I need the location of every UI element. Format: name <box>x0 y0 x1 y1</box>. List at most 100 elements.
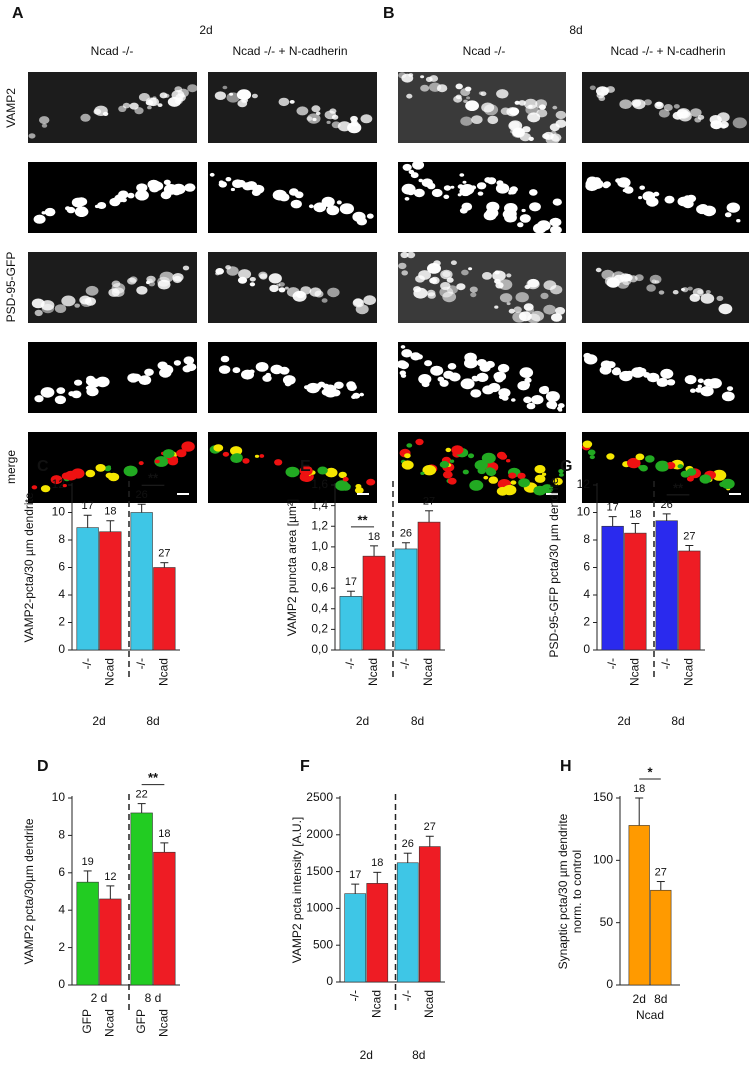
puncta <box>708 378 722 389</box>
puncta <box>138 461 144 466</box>
puncta <box>329 108 337 114</box>
x-tick-label: Ncad <box>157 658 171 686</box>
puncta <box>486 468 497 477</box>
y-tick-label: 8 <box>583 532 590 546</box>
puncta <box>459 173 465 177</box>
y-tick-label: 12 <box>577 477 591 491</box>
puncta <box>65 206 71 211</box>
bar <box>650 889 672 986</box>
puncta <box>259 454 265 458</box>
puncta <box>172 275 182 284</box>
puncta <box>420 75 425 79</box>
puncta <box>327 287 340 298</box>
puncta <box>162 449 175 459</box>
puncta <box>654 101 664 110</box>
puncta <box>95 376 110 388</box>
bar <box>99 531 122 651</box>
puncta <box>323 387 338 398</box>
puncta <box>732 117 747 129</box>
puncta <box>617 177 631 188</box>
puncta <box>418 374 432 385</box>
group-label: 8d <box>412 1048 425 1062</box>
puncta <box>80 298 93 307</box>
puncta <box>231 453 243 462</box>
puncta <box>709 115 722 125</box>
puncta <box>232 367 241 374</box>
puncta <box>471 115 483 124</box>
y-tick-label: 0,4 <box>311 601 328 615</box>
puncta <box>420 471 425 475</box>
puncta <box>684 375 697 385</box>
puncta <box>635 453 645 461</box>
n-label: 18 <box>629 508 641 520</box>
puncta <box>104 465 112 472</box>
puncta <box>523 396 532 404</box>
puncta <box>519 367 534 378</box>
puncta <box>463 99 468 104</box>
puncta <box>470 185 477 190</box>
puncta <box>415 275 425 283</box>
puncta <box>470 389 482 398</box>
puncta <box>495 183 510 194</box>
puncta <box>427 292 436 299</box>
bar <box>153 567 176 651</box>
puncta <box>439 460 450 469</box>
puncta <box>401 460 414 470</box>
puncta <box>712 469 727 481</box>
y-tick-label: 0 <box>606 977 613 991</box>
puncta <box>474 460 488 471</box>
x-tick-label: -/- <box>134 658 148 669</box>
puncta <box>686 194 697 203</box>
puncta <box>632 99 646 110</box>
puncta <box>278 97 290 107</box>
puncta <box>366 213 374 219</box>
puncta <box>241 97 248 103</box>
puncta <box>340 207 347 212</box>
puncta <box>306 116 313 121</box>
y-tick-label: 4 <box>58 902 65 916</box>
n-label: 18 <box>368 531 380 543</box>
puncta <box>284 286 289 290</box>
puncta <box>639 464 648 472</box>
puncta <box>643 372 651 378</box>
group-label: 8d <box>411 714 424 728</box>
y-tick-label: 0 <box>58 977 65 991</box>
puncta <box>278 282 285 287</box>
x-tick-label: Ncad <box>103 1009 117 1037</box>
puncta <box>135 189 149 201</box>
puncta <box>552 105 558 110</box>
puncta <box>514 100 520 105</box>
x-tick-label: Ncad <box>369 990 383 1018</box>
puncta <box>114 194 125 203</box>
x-tick-label: 2d <box>633 992 646 1006</box>
puncta <box>184 183 196 192</box>
puncta <box>487 177 497 185</box>
puncta <box>406 443 413 448</box>
puncta <box>430 276 440 285</box>
panel-letter: G <box>560 458 572 475</box>
puncta <box>351 120 359 127</box>
puncta <box>218 180 224 185</box>
puncta <box>177 88 189 98</box>
puncta <box>450 185 455 189</box>
puncta <box>94 204 100 209</box>
x-tick-label: Ncad <box>157 1009 171 1037</box>
puncta <box>518 311 532 322</box>
puncta <box>93 108 102 115</box>
puncta <box>642 191 656 202</box>
puncta <box>508 107 520 116</box>
panel-letter: E <box>300 458 311 475</box>
puncta <box>222 451 230 457</box>
puncta <box>476 372 489 382</box>
puncta <box>552 226 562 234</box>
scale-bar <box>357 493 369 495</box>
puncta <box>477 191 484 196</box>
puncta <box>304 385 310 390</box>
group-label: 8 d <box>145 991 162 1005</box>
x-tick-label: Ncad <box>628 658 642 686</box>
x-tick-label: Ncad <box>421 658 435 686</box>
n-label: 27 <box>683 530 695 542</box>
puncta <box>262 374 272 382</box>
puncta <box>269 284 279 293</box>
puncta <box>226 92 240 103</box>
